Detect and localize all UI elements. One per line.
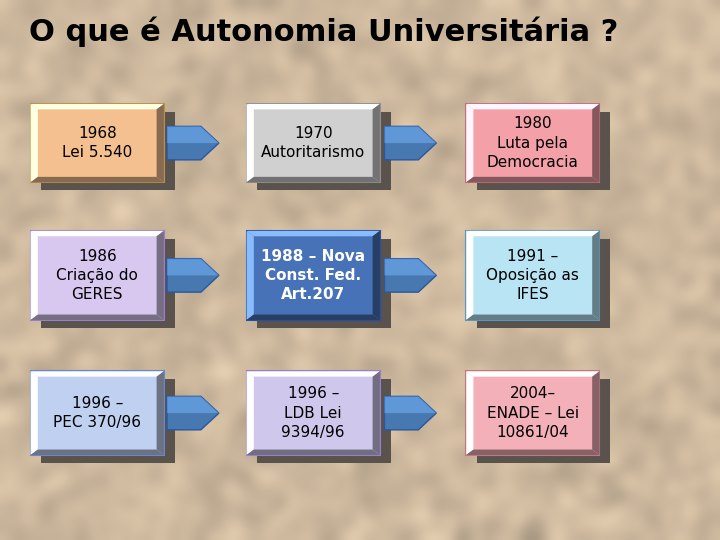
Polygon shape bbox=[31, 104, 164, 183]
Polygon shape bbox=[31, 104, 38, 183]
Polygon shape bbox=[157, 231, 164, 320]
Polygon shape bbox=[167, 126, 219, 160]
Polygon shape bbox=[31, 231, 164, 237]
Polygon shape bbox=[258, 379, 391, 463]
Polygon shape bbox=[467, 314, 599, 320]
Polygon shape bbox=[246, 372, 380, 377]
Polygon shape bbox=[467, 449, 599, 455]
Polygon shape bbox=[467, 104, 474, 183]
Polygon shape bbox=[593, 372, 599, 455]
Polygon shape bbox=[31, 449, 164, 455]
Polygon shape bbox=[384, 396, 436, 413]
Polygon shape bbox=[246, 104, 380, 183]
Polygon shape bbox=[384, 259, 436, 292]
Polygon shape bbox=[31, 372, 164, 455]
Polygon shape bbox=[373, 372, 380, 455]
Polygon shape bbox=[246, 104, 380, 109]
Polygon shape bbox=[258, 112, 391, 191]
Polygon shape bbox=[467, 231, 599, 237]
Polygon shape bbox=[31, 314, 164, 320]
Polygon shape bbox=[477, 239, 611, 328]
Text: 1980
Luta pela
Democracia: 1980 Luta pela Democracia bbox=[487, 117, 579, 170]
Polygon shape bbox=[246, 104, 254, 183]
Polygon shape bbox=[31, 231, 38, 320]
Polygon shape bbox=[42, 239, 174, 328]
Polygon shape bbox=[167, 396, 219, 413]
Text: 1996 –
LDB Lei
9394/96: 1996 – LDB Lei 9394/96 bbox=[282, 387, 345, 440]
Polygon shape bbox=[384, 126, 436, 143]
Polygon shape bbox=[384, 126, 436, 160]
Text: 1986
Criação do
GERES: 1986 Criação do GERES bbox=[56, 249, 138, 302]
Text: 1970
Autoritarismo: 1970 Autoritarismo bbox=[261, 126, 365, 160]
Polygon shape bbox=[246, 177, 380, 183]
Polygon shape bbox=[593, 231, 599, 320]
Text: 2004–
ENADE – Lei
10861/04: 2004– ENADE – Lei 10861/04 bbox=[487, 387, 579, 440]
Polygon shape bbox=[246, 231, 380, 237]
Polygon shape bbox=[467, 231, 474, 320]
Polygon shape bbox=[467, 372, 599, 455]
Text: 1996 –
PEC 370/96: 1996 – PEC 370/96 bbox=[53, 396, 141, 430]
Polygon shape bbox=[258, 239, 391, 328]
Polygon shape bbox=[384, 396, 436, 430]
Polygon shape bbox=[467, 372, 474, 455]
Polygon shape bbox=[31, 372, 38, 455]
Text: 1991 –
Oposição as
IFES: 1991 – Oposição as IFES bbox=[487, 249, 579, 302]
Polygon shape bbox=[31, 231, 164, 320]
Polygon shape bbox=[467, 104, 599, 109]
Polygon shape bbox=[246, 449, 380, 455]
Text: 1968
Lei 5.540: 1968 Lei 5.540 bbox=[62, 126, 132, 160]
Polygon shape bbox=[31, 177, 164, 183]
Polygon shape bbox=[157, 104, 164, 183]
Polygon shape bbox=[467, 372, 599, 377]
Polygon shape bbox=[477, 112, 611, 191]
Polygon shape bbox=[477, 379, 611, 463]
Polygon shape bbox=[31, 104, 164, 109]
Polygon shape bbox=[467, 104, 599, 183]
Text: 1988 – Nova
Const. Fed.
Art.207: 1988 – Nova Const. Fed. Art.207 bbox=[261, 249, 365, 302]
Polygon shape bbox=[157, 372, 164, 455]
Polygon shape bbox=[373, 104, 380, 183]
Polygon shape bbox=[246, 372, 254, 455]
Polygon shape bbox=[246, 231, 254, 320]
Polygon shape bbox=[42, 112, 174, 191]
Polygon shape bbox=[167, 396, 219, 430]
Polygon shape bbox=[467, 177, 599, 183]
Polygon shape bbox=[42, 379, 174, 463]
Polygon shape bbox=[246, 314, 380, 320]
Polygon shape bbox=[31, 372, 164, 377]
Polygon shape bbox=[593, 104, 599, 183]
Polygon shape bbox=[167, 126, 219, 143]
Text: O que é Autonomia Universitária ?: O que é Autonomia Universitária ? bbox=[29, 16, 618, 46]
Polygon shape bbox=[246, 231, 380, 320]
Polygon shape bbox=[246, 372, 380, 455]
Polygon shape bbox=[373, 231, 380, 320]
Polygon shape bbox=[167, 259, 219, 292]
Polygon shape bbox=[467, 231, 599, 320]
Polygon shape bbox=[167, 259, 219, 275]
Polygon shape bbox=[384, 259, 436, 275]
